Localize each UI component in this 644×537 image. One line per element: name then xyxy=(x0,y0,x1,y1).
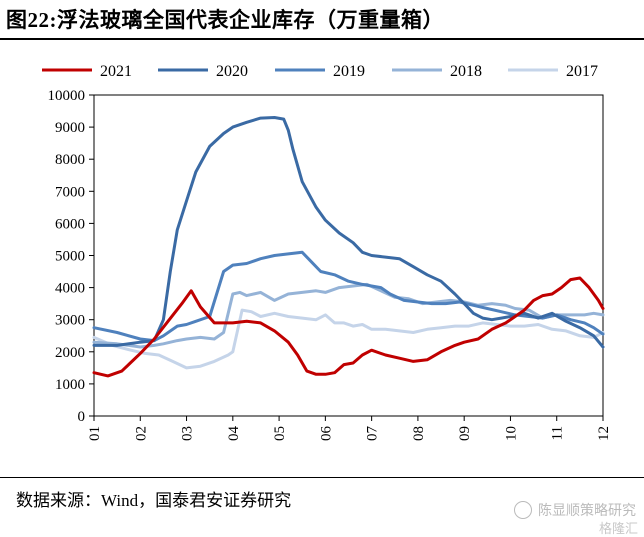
legend-label-2019: 2019 xyxy=(333,63,365,80)
series-line-2021 xyxy=(92,276,605,378)
x-tick-label: 05 xyxy=(272,426,288,441)
x-tick-label: 08 xyxy=(411,426,427,441)
legend-label-2021: 2021 xyxy=(100,63,132,80)
x-tick-label: 06 xyxy=(318,426,334,442)
series-line-2020 xyxy=(92,116,605,349)
x-tick-label: 11 xyxy=(550,426,566,440)
chart-title: 图22:浮法玻璃全国代表企业库存（万重量箱） xyxy=(6,8,444,32)
wechat-icon xyxy=(514,501,532,519)
legend-label-2017: 2017 xyxy=(566,63,598,80)
line-chart: 2021 2020 2019 2018 2017 0 1000 2000 3000 4000 50… xyxy=(42,63,613,441)
x-tick-label: 07 xyxy=(365,426,381,442)
y-tick-label: 3000 xyxy=(55,313,85,329)
x-tick-label: 02 xyxy=(133,426,149,441)
y-tick-label: 2000 xyxy=(55,345,85,361)
series-line-2019 xyxy=(92,250,605,343)
watermark-text: 陈显顺策略研究 xyxy=(538,503,636,519)
title-divider xyxy=(0,38,644,40)
y-tick-label: 8000 xyxy=(55,152,85,168)
chart-axes: 0100020003000400050006000700080009000100… xyxy=(48,88,613,441)
source-note: 数据来源：Wind，国泰君安证券研究 xyxy=(16,491,292,510)
watermark: 陈显顺策略研究 xyxy=(514,500,636,520)
y-tick-label: 4000 xyxy=(55,281,85,297)
source-divider xyxy=(0,477,644,478)
series-line-2018 xyxy=(92,282,605,349)
x-tick-label: 03 xyxy=(180,426,196,441)
chart-series xyxy=(92,116,605,378)
watermark-secondary: 格隆汇 xyxy=(598,522,638,537)
series-line-2017 xyxy=(92,308,605,370)
x-tick-label: 04 xyxy=(226,426,242,442)
y-tick-label: 10000 xyxy=(48,88,86,104)
y-tick-label: 1000 xyxy=(55,377,85,393)
y-tick-label: 7000 xyxy=(55,184,85,200)
plot-frame xyxy=(93,94,604,417)
legend-label-2018: 2018 xyxy=(450,63,482,80)
chart-legend: 2021 2020 2019 2018 2017 xyxy=(42,63,598,80)
y-tick-label: 5000 xyxy=(55,249,85,265)
legend-label-2020: 2020 xyxy=(216,63,248,80)
x-tick-label: 10 xyxy=(503,426,519,441)
x-tick-label: 09 xyxy=(457,426,473,441)
x-tick-label: 12 xyxy=(596,426,612,441)
x-tick-label: 01 xyxy=(87,426,103,441)
y-tick-label: 6000 xyxy=(55,216,85,232)
y-tick-label: 0 xyxy=(78,409,86,425)
y-tick-label: 9000 xyxy=(55,120,85,136)
